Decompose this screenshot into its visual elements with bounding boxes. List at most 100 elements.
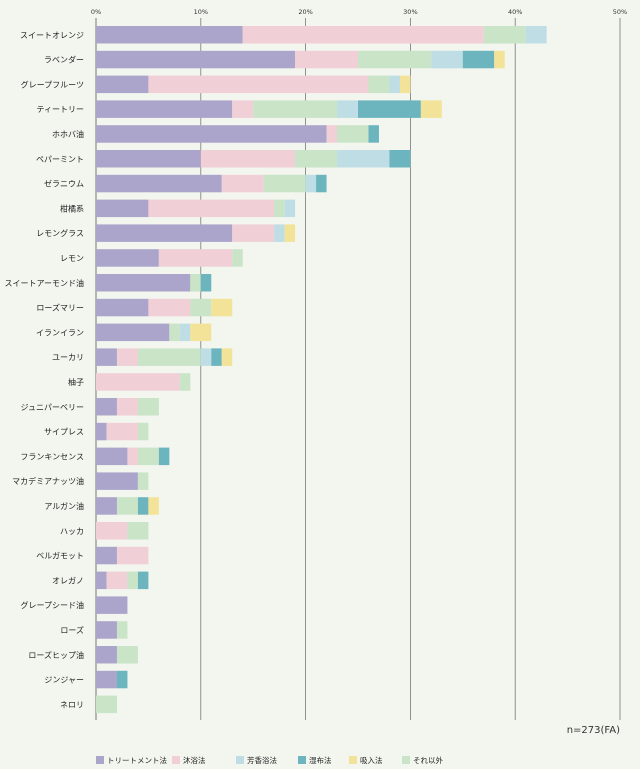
category-label: サイプレス xyxy=(44,428,84,437)
bar-segment xyxy=(96,621,117,639)
category-label: レモン xyxy=(60,254,84,263)
bar-segment xyxy=(116,398,138,416)
bar-segment xyxy=(148,75,369,94)
x-tick-label: 10% xyxy=(194,8,208,16)
category-label: オレガノ xyxy=(52,575,84,585)
legend-swatch xyxy=(402,756,410,764)
bar-segment xyxy=(420,100,442,118)
bar-segment xyxy=(179,323,191,342)
legend-label: 芳香浴法 xyxy=(247,755,277,765)
bar-segment xyxy=(221,174,264,193)
bar-segment xyxy=(326,125,338,143)
legend: トリートメント法 沐浴法 芳香浴法 湿布法 吸入法 それ以外 xyxy=(96,755,443,765)
bar-segment xyxy=(305,174,317,193)
category-label: スイートアーモンド油 xyxy=(4,278,84,288)
bar-segment xyxy=(232,100,254,118)
bar-segment xyxy=(253,100,338,118)
category-label: イランイラン xyxy=(36,328,84,337)
bar-segment xyxy=(337,150,390,168)
bar-segment xyxy=(221,348,233,366)
bar-segment xyxy=(96,422,107,441)
bar-segment xyxy=(389,150,411,168)
bar-segment xyxy=(337,125,369,143)
bar-segment xyxy=(96,199,149,218)
bar-segment xyxy=(274,224,285,242)
x-tick-label: 40% xyxy=(508,8,522,16)
bar-segment xyxy=(494,50,505,69)
bar-segment xyxy=(200,348,212,366)
bar-segment xyxy=(190,274,201,292)
category-label: ローズ xyxy=(60,625,84,635)
bar-segment xyxy=(116,348,138,366)
bar-segment xyxy=(200,274,212,292)
bar-segment xyxy=(431,50,463,69)
bar-segment xyxy=(368,125,379,143)
bar-layer xyxy=(96,26,547,714)
bar-segment xyxy=(525,26,547,44)
legend-label: トリートメント法 xyxy=(107,755,167,765)
bar-segment xyxy=(358,100,421,118)
bar-segment xyxy=(358,50,432,69)
bar-segment xyxy=(158,447,170,466)
bar-segment xyxy=(137,571,149,590)
bar-segment xyxy=(96,522,128,540)
bar-segment xyxy=(179,373,191,391)
category-label: グレープシード油 xyxy=(20,600,84,610)
bar-segment xyxy=(148,199,275,218)
category-label: ティートリー xyxy=(36,105,84,114)
bar-segment xyxy=(389,75,400,94)
bar-segment xyxy=(96,298,149,317)
category-label: ゼラニウム xyxy=(44,179,84,189)
bar-segment xyxy=(96,398,117,416)
bar-segment xyxy=(96,323,170,342)
bar-segment xyxy=(96,50,296,69)
bar-segment xyxy=(96,249,159,267)
category-label: ラベンダー xyxy=(44,55,84,65)
category-label: ネロリ xyxy=(60,700,84,709)
bar-segment xyxy=(106,422,138,441)
bar-segment xyxy=(137,398,159,416)
bar-segment xyxy=(232,249,243,267)
category-label: ローズマリー xyxy=(36,303,84,313)
bar-segment xyxy=(462,50,495,69)
bar-segment xyxy=(96,174,222,193)
bar-segment xyxy=(399,75,411,94)
bar-segment xyxy=(96,546,117,565)
bar-segment xyxy=(148,298,191,317)
bar-segment xyxy=(137,422,149,441)
category-label: ローズヒップ油 xyxy=(28,650,84,660)
category-label: ペパーミント xyxy=(36,155,84,164)
bar-segment xyxy=(96,695,117,714)
bar-segment xyxy=(96,224,233,242)
category-label: グレープフルーツ xyxy=(21,79,84,89)
bar-segment xyxy=(211,348,222,366)
legend-swatch xyxy=(349,756,357,764)
category-label: アルガン油 xyxy=(44,501,84,511)
bar-segment xyxy=(295,150,338,168)
bar-segment xyxy=(263,174,306,193)
legend-label: 吸入法 xyxy=(360,755,383,765)
bar-segment xyxy=(96,373,180,391)
bar-segment xyxy=(368,75,390,94)
category-label: ベルガモット xyxy=(36,551,84,561)
category-label: スイートオレンジ xyxy=(20,31,84,40)
bar-segment xyxy=(96,125,327,143)
bar-segment xyxy=(211,298,233,317)
legend-swatch xyxy=(298,756,306,764)
category-label: フランキンセンス xyxy=(20,452,84,461)
sample-size-note: n=273(FA) xyxy=(567,725,620,736)
bar-segment xyxy=(169,323,180,342)
bar-segment xyxy=(337,100,358,118)
bar-segment xyxy=(116,497,138,515)
bar-segment xyxy=(295,50,358,69)
legend-swatch xyxy=(96,756,104,764)
bar-segment xyxy=(116,670,128,689)
bar-segment xyxy=(96,670,117,689)
category-label: 柑橘系 xyxy=(60,203,84,213)
bar-segment xyxy=(242,26,484,44)
bar-segment xyxy=(116,646,138,664)
label-layer: スイートオレンジラベンダーグレープフルーツティートリーホホバ油ペパーミントゼラニ… xyxy=(4,31,84,710)
bar-segment xyxy=(106,571,128,590)
